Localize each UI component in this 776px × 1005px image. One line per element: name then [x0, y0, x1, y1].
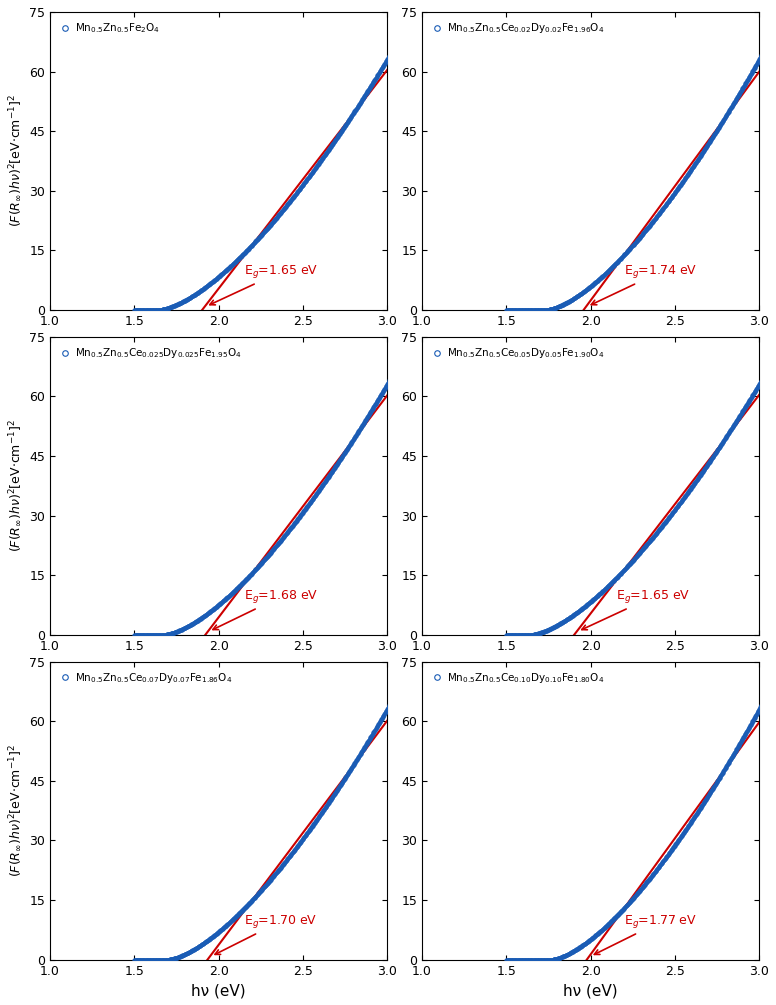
Legend: Mn$_{0.5}$Zn$_{0.5}$Fe$_{2}$O$_{4}$: Mn$_{0.5}$Zn$_{0.5}$Fe$_{2}$O$_{4}$: [55, 17, 165, 39]
Legend: Mn$_{0.5}$Zn$_{0.5}$Ce$_{0.10}$Dy$_{0.10}$Fe$_{1.80}$O$_{4}$: Mn$_{0.5}$Zn$_{0.5}$Ce$_{0.10}$Dy$_{0.10…: [428, 667, 608, 689]
Text: E$_{g}$=1.68 eV: E$_{g}$=1.68 eV: [213, 588, 318, 629]
Legend: Mn$_{0.5}$Zn$_{0.5}$Ce$_{0.05}$Dy$_{0.05}$Fe$_{1.90}$O$_{4}$: Mn$_{0.5}$Zn$_{0.5}$Ce$_{0.05}$Dy$_{0.05…: [428, 342, 608, 365]
Y-axis label: $(F(R_\infty)h\nu)^2[\mathrm{eV{\cdot}cm^{-1}}]^2$: $(F(R_\infty)h\nu)^2[\mathrm{eV{\cdot}cm…: [7, 744, 24, 877]
X-axis label: hν (eV): hν (eV): [563, 983, 618, 998]
Text: E$_{g}$=1.74 eV: E$_{g}$=1.74 eV: [591, 263, 698, 305]
Legend: Mn$_{0.5}$Zn$_{0.5}$Ce$_{0.07}$Dy$_{0.07}$Fe$_{1.86}$O$_{4}$: Mn$_{0.5}$Zn$_{0.5}$Ce$_{0.07}$Dy$_{0.07…: [55, 667, 237, 689]
Y-axis label: $(F(R_\infty)h\nu)^2[\mathrm{eV{\cdot}cm^{-1}}]^2$: $(F(R_\infty)h\nu)^2[\mathrm{eV{\cdot}cm…: [7, 94, 24, 227]
Legend: Mn$_{0.5}$Zn$_{0.5}$Ce$_{0.025}$Dy$_{0.025}$Fe$_{1.95}$O$_{4}$: Mn$_{0.5}$Zn$_{0.5}$Ce$_{0.025}$Dy$_{0.0…: [55, 342, 246, 365]
X-axis label: hν (eV): hν (eV): [192, 983, 246, 998]
Legend: Mn$_{0.5}$Zn$_{0.5}$Ce$_{0.02}$Dy$_{0.02}$Fe$_{1.96}$O$_{4}$: Mn$_{0.5}$Zn$_{0.5}$Ce$_{0.02}$Dy$_{0.02…: [428, 17, 608, 39]
Text: E$_{g}$=1.77 eV: E$_{g}$=1.77 eV: [594, 913, 698, 955]
Text: E$_{g}$=1.65 eV: E$_{g}$=1.65 eV: [582, 588, 690, 630]
Y-axis label: $(F(R_\infty)h\nu)^2[\mathrm{eV{\cdot}cm^{-1}}]^2$: $(F(R_\infty)h\nu)^2[\mathrm{eV{\cdot}cm…: [7, 419, 24, 553]
Text: E$_{g}$=1.70 eV: E$_{g}$=1.70 eV: [215, 913, 317, 955]
Text: E$_{g}$=1.65 eV: E$_{g}$=1.65 eV: [210, 263, 318, 305]
